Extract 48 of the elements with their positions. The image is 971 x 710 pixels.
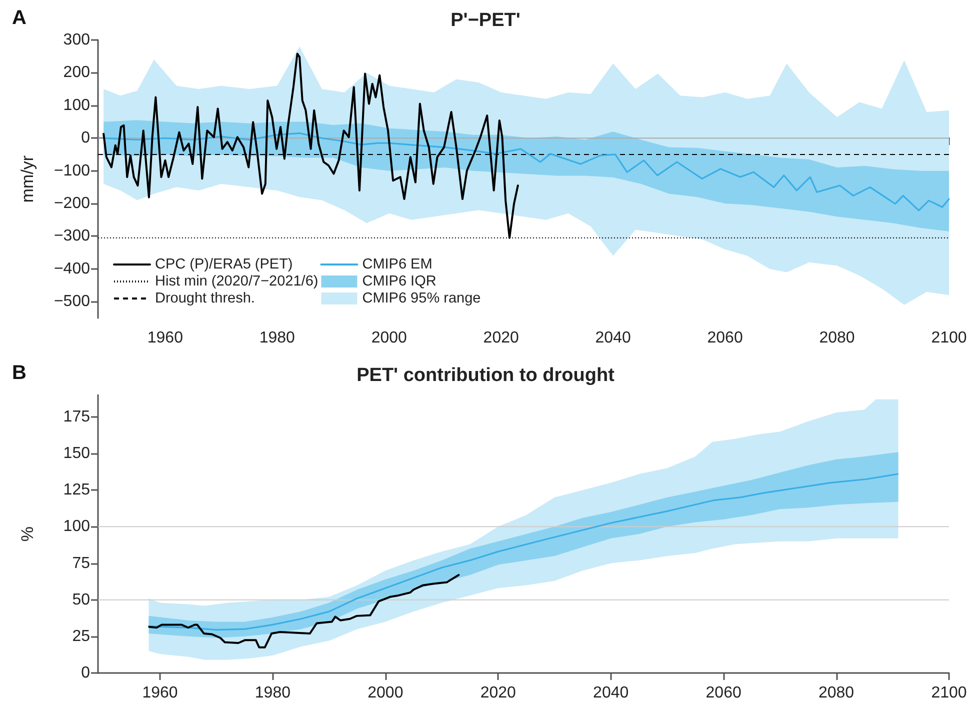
x-tick-label: 2060	[706, 684, 742, 702]
y-tick-label: 0	[81, 664, 90, 682]
y-tick-label: 100	[63, 518, 90, 536]
x-tick-label: 2060	[707, 330, 743, 346]
y-tick-label: −200	[54, 195, 90, 212]
x-tick-label: 2080	[819, 330, 855, 346]
legend-label: Hist min (2020/7−2021/6)	[155, 274, 318, 290]
x-tick-label: 1960	[142, 684, 178, 702]
x-tick-label: 1960	[147, 330, 184, 346]
y-tick-label: −100	[54, 162, 90, 180]
text: B	[12, 362, 26, 384]
x-tick-label: 1980	[259, 330, 296, 346]
line-series	[148, 574, 460, 648]
y-tick-label: 200	[63, 64, 90, 82]
y-tick-label: −300	[54, 228, 90, 245]
x-tick-label: 2040	[593, 684, 629, 702]
y-axis-title: mm/yr	[18, 155, 37, 203]
y-tick-label: 125	[63, 482, 90, 499]
legend-label: Drought thresh.	[155, 290, 255, 306]
y-tick-label: −400	[54, 260, 90, 278]
x-tick-label: 2040	[595, 330, 631, 346]
text: A	[12, 7, 26, 29]
y-axis-title: %	[18, 526, 37, 542]
legend-label: CMIP6 95% range	[362, 290, 481, 306]
y-tick-label: 150	[63, 445, 90, 462]
legend-label: CPC (P)/ERA5 (PET)	[155, 256, 293, 272]
x-tick-label: 2000	[371, 330, 408, 346]
y-tick-label: 25	[72, 628, 90, 645]
y-tick-label: 75	[72, 554, 90, 572]
line-series	[102, 132, 950, 212]
y-tick-label: 0	[81, 130, 90, 147]
x-tick-label: 2080	[818, 684, 854, 702]
x-tick-label: 2020	[480, 684, 516, 702]
x-tick-label: 2000	[368, 684, 404, 702]
legend-label: CMIP6 EM	[362, 256, 432, 272]
y-tick-label: 175	[63, 408, 90, 426]
chart-title: PET' contribution to drought	[356, 365, 616, 386]
line-series	[148, 473, 899, 631]
y-tick-label: 300	[63, 32, 90, 48]
legend-label: CMIP6 IQR	[362, 274, 436, 290]
y-tick-label: 100	[63, 96, 90, 114]
y-tick-label: −500	[54, 293, 90, 310]
x-tick-label: 2020	[483, 330, 520, 346]
y-tick-label: 50	[72, 591, 90, 608]
x-tick-label: 2100	[931, 330, 967, 346]
x-tick-label: 2100	[931, 684, 967, 702]
chart-title: P'−PET'	[450, 10, 520, 31]
x-tick-label: 1980	[254, 684, 291, 702]
